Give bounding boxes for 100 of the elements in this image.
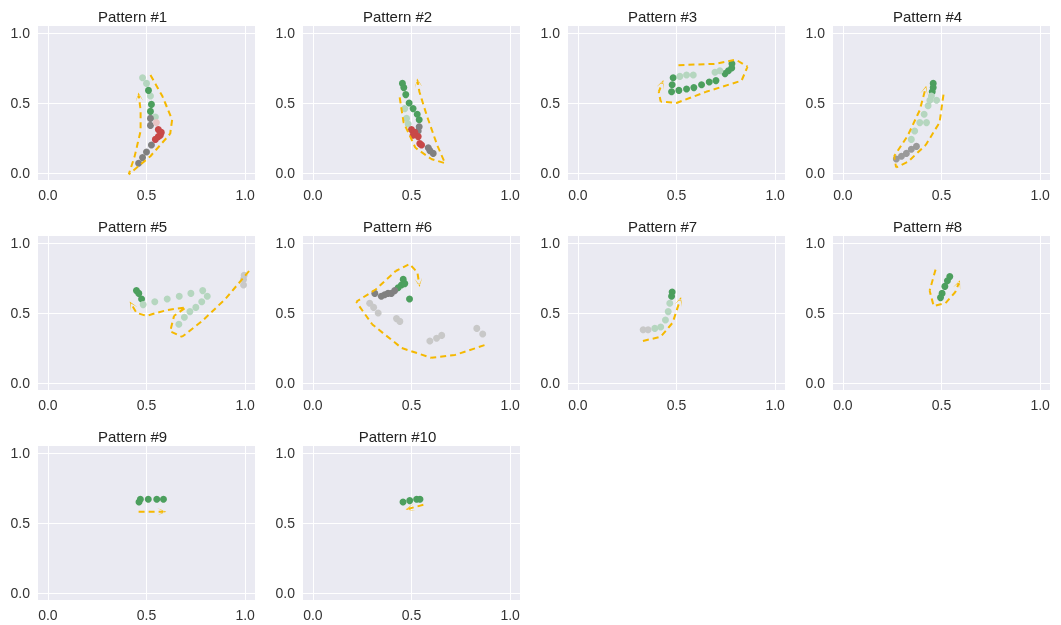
y-tick-label: 0.5 <box>805 95 826 111</box>
y-tick-label: 0.5 <box>275 515 296 531</box>
point <box>479 330 487 338</box>
point <box>689 71 697 79</box>
point <box>143 79 150 87</box>
point <box>438 331 446 339</box>
y-tick-label: 1.0 <box>10 25 31 41</box>
x-tick-label: 1.0 <box>235 607 256 623</box>
point <box>366 299 374 307</box>
point <box>400 84 408 92</box>
y-tick-label: 1.0 <box>805 25 826 41</box>
y-tick-label: 0.5 <box>275 95 296 111</box>
chart-title: Pattern #4 <box>892 8 963 25</box>
point <box>152 119 160 127</box>
x-tick-label: 0.5 <box>136 187 157 203</box>
point <box>716 67 724 75</box>
point <box>666 299 674 307</box>
point <box>143 148 150 156</box>
y-tick-label: 1.0 <box>805 235 826 251</box>
x-tick-label: 0.0 <box>38 187 58 203</box>
point <box>146 107 154 115</box>
x-tick-label: 1.0 <box>500 607 521 623</box>
chart-title: Pattern #5 <box>97 218 168 235</box>
point <box>924 102 932 110</box>
chart-title: Pattern #2 <box>362 8 433 25</box>
point <box>657 323 665 331</box>
point <box>669 74 677 82</box>
y-tick-label: 1.0 <box>275 235 296 251</box>
point <box>175 292 183 300</box>
x-tick-label: 0.0 <box>303 397 323 413</box>
point <box>912 142 920 150</box>
x-tick-label: 0.0 <box>568 187 588 203</box>
chart-title: Pattern #10 <box>358 428 437 445</box>
x-tick-label: 0.0 <box>303 607 323 623</box>
x-tick-label: 0.5 <box>401 187 422 203</box>
point <box>139 154 147 162</box>
point <box>146 92 154 100</box>
point <box>240 281 248 289</box>
y-tick-label: 0.5 <box>805 305 826 321</box>
y-tick-label: 0.5 <box>540 95 561 111</box>
x-tick-label: 1.0 <box>235 397 256 413</box>
point <box>198 298 206 306</box>
y-tick-label: 0.0 <box>10 165 31 181</box>
point <box>146 114 154 122</box>
point <box>907 145 915 153</box>
point <box>370 303 378 311</box>
y-tick-label: 1.0 <box>10 445 31 461</box>
x-tick-label: 1.0 <box>500 397 521 413</box>
point <box>661 316 669 324</box>
point <box>187 289 195 297</box>
y-tick-label: 0.0 <box>275 585 296 601</box>
y-tick-label: 0.5 <box>10 305 31 321</box>
point <box>409 105 417 113</box>
point <box>144 86 152 94</box>
y-tick-label: 1.0 <box>540 25 561 41</box>
point <box>180 313 188 321</box>
x-tick-label: 0.0 <box>38 607 58 623</box>
point <box>683 71 691 79</box>
point <box>911 127 919 135</box>
chart-title: Pattern #9 <box>97 428 168 445</box>
point <box>698 81 706 89</box>
x-tick-label: 0.0 <box>38 397 58 413</box>
point <box>396 317 404 325</box>
point <box>406 295 414 303</box>
point <box>664 308 672 316</box>
y-tick-label: 0.0 <box>275 165 296 181</box>
y-tick-label: 1.0 <box>10 235 31 251</box>
point <box>151 298 159 306</box>
point <box>897 152 905 160</box>
x-tick-label: 1.0 <box>765 187 786 203</box>
point <box>146 121 154 129</box>
chart-title: Pattern #7 <box>627 218 698 235</box>
point <box>186 308 194 316</box>
point <box>920 110 928 118</box>
chart-title: Pattern #8 <box>892 218 963 235</box>
y-tick-label: 1.0 <box>275 445 296 461</box>
x-tick-label: 1.0 <box>765 397 786 413</box>
x-tick-label: 1.0 <box>500 187 521 203</box>
x-tick-label: 1.0 <box>235 187 256 203</box>
point <box>690 84 698 92</box>
point <box>135 159 143 167</box>
x-tick-label: 0.5 <box>666 187 687 203</box>
x-tick-label: 0.0 <box>303 187 323 203</box>
point <box>139 74 147 82</box>
x-tick-label: 0.0 <box>833 187 853 203</box>
point <box>199 287 207 295</box>
y-tick-label: 0.0 <box>540 375 561 391</box>
point <box>473 324 481 332</box>
x-tick-label: 0.5 <box>136 607 157 623</box>
point <box>933 96 941 104</box>
x-tick-label: 0.5 <box>931 187 952 203</box>
point <box>676 72 684 80</box>
point <box>433 334 441 342</box>
point <box>415 116 423 124</box>
x-tick-label: 0.5 <box>666 397 687 413</box>
x-tick-label: 1.0 <box>1030 187 1051 203</box>
y-tick-label: 0.0 <box>275 375 296 391</box>
point <box>175 320 183 328</box>
chart-title: Pattern #6 <box>362 218 433 235</box>
y-tick-label: 0.0 <box>805 375 826 391</box>
